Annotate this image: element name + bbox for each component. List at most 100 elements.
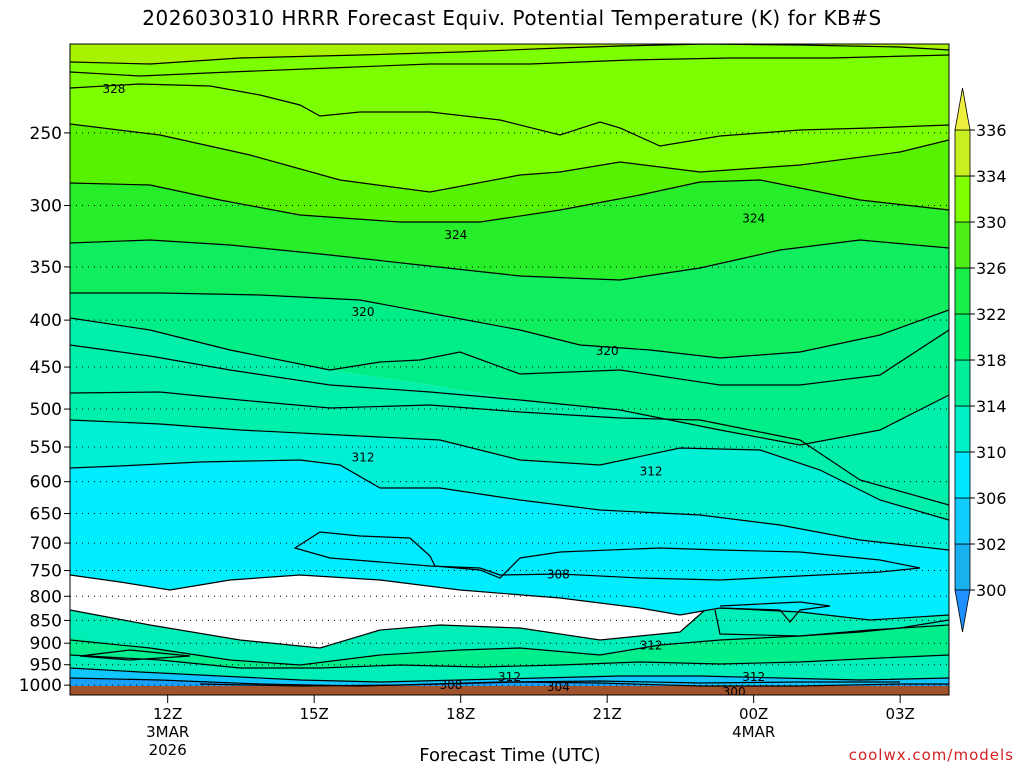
x-tick-label: 15Z bbox=[299, 705, 328, 723]
band-324 bbox=[70, 180, 949, 280]
contour-label: 312 bbox=[640, 638, 663, 652]
contour-line bbox=[70, 239, 949, 281]
band-322 bbox=[70, 240, 949, 358]
contour-label: 328 bbox=[102, 82, 125, 96]
colorbar-label: 330 bbox=[976, 213, 1007, 232]
y-tick-label: 500 bbox=[30, 400, 62, 420]
colorbar-label: 322 bbox=[976, 305, 1007, 324]
colorbar-segment bbox=[954, 405, 971, 453]
terrain-strip bbox=[70, 686, 949, 695]
contour-label: 300 bbox=[723, 685, 746, 699]
contour-line bbox=[70, 292, 949, 359]
x-tick-label: 12Z bbox=[153, 705, 182, 723]
colorbar-high-arrow bbox=[954, 87, 971, 131]
contour-label: 308 bbox=[547, 567, 570, 581]
contour-label: 312 bbox=[352, 451, 375, 465]
contour-line bbox=[79, 649, 191, 661]
colorbar-label: 314 bbox=[976, 397, 1007, 416]
contour-line bbox=[70, 83, 949, 147]
y-tick-label: 900 bbox=[30, 634, 62, 654]
contour-line bbox=[70, 123, 949, 193]
band-320 bbox=[70, 293, 949, 445]
x-tick-label: 21Z bbox=[592, 705, 621, 723]
x-tick-label: 03Z bbox=[885, 705, 914, 723]
contour-line bbox=[70, 667, 949, 683]
contour-label: 312 bbox=[498, 670, 521, 684]
y-tick-label: 300 bbox=[30, 197, 62, 217]
y-tick-label: 250 bbox=[30, 124, 62, 144]
contour-line bbox=[70, 419, 949, 521]
x-axis-title: Forecast Time (UTC) bbox=[419, 745, 601, 766]
contour-label: 312 bbox=[742, 670, 765, 684]
colorbar-segment bbox=[954, 175, 971, 223]
contour-line bbox=[70, 459, 949, 551]
contour-lines bbox=[70, 44, 949, 687]
band-332 bbox=[70, 44, 949, 64]
colorbar-segment bbox=[954, 543, 971, 591]
plot-frame bbox=[69, 43, 950, 696]
band-318-lower bbox=[70, 625, 949, 668]
band-318 bbox=[70, 318, 949, 520]
contour-line bbox=[70, 179, 949, 223]
y-tick-label: 950 bbox=[30, 656, 62, 676]
y-tick-label: 1000 bbox=[19, 676, 62, 696]
y-axis: 250 300 350 400 450 500 550 600 650 700 750 800 850 9… bbox=[19, 124, 70, 696]
y-tick-label: 600 bbox=[30, 473, 62, 493]
colorbar-label: 300 bbox=[976, 581, 1007, 600]
contour-line bbox=[70, 391, 949, 506]
site-credit[interactable]: coolwx.com/models bbox=[848, 746, 1014, 764]
colorbar-segment bbox=[954, 497, 971, 545]
colorbar-segment bbox=[954, 359, 971, 407]
colorbar-label: 318 bbox=[976, 351, 1007, 370]
colorbar-label: 334 bbox=[976, 167, 1007, 186]
contour-line bbox=[70, 54, 949, 77]
contour-line bbox=[70, 624, 949, 666]
y-tick-label: 750 bbox=[30, 562, 62, 582]
colorbar-label: 306 bbox=[976, 489, 1007, 508]
band-314 bbox=[70, 420, 949, 550]
contour-label: 324 bbox=[742, 212, 765, 226]
contour-line bbox=[70, 609, 706, 649]
contour-line bbox=[70, 344, 949, 446]
colorbar-segment bbox=[954, 221, 971, 269]
colorbar-low-arrow bbox=[954, 589, 971, 633]
contour-line bbox=[719, 601, 831, 623]
y-tick-label: 450 bbox=[30, 358, 62, 378]
colorbar-segment bbox=[954, 129, 971, 177]
contour-label: 312 bbox=[640, 465, 663, 479]
colorbar-segment bbox=[954, 451, 971, 499]
y-tick-label: 800 bbox=[30, 587, 62, 607]
x-tick-year: 2026 bbox=[149, 741, 187, 759]
band-330 bbox=[70, 44, 949, 192]
contour-label: 320 bbox=[352, 305, 375, 319]
colorbar-label: 302 bbox=[976, 535, 1007, 554]
contour-label: 308 bbox=[439, 678, 462, 692]
contour-line bbox=[70, 654, 949, 669]
contour-line bbox=[70, 44, 949, 65]
y-tick-label: 550 bbox=[30, 438, 62, 458]
plot-area: 328 324 324 320 320 312 312 308 312 312 312 308 304 3… bbox=[70, 44, 949, 699]
x-tick-date: 4MAR bbox=[732, 723, 775, 741]
chart-title: 2026030310 HRRR Forecast Equiv. Potentia… bbox=[142, 6, 882, 30]
y-tick-label: 350 bbox=[30, 258, 62, 278]
contour-labels: 328 324 324 320 320 312 312 308 312 312 312 308 304 3… bbox=[102, 82, 765, 699]
contour-line bbox=[199, 680, 900, 687]
y-tick-label: 650 bbox=[30, 505, 62, 525]
contour-line bbox=[70, 574, 949, 621]
colorbar-label: 336 bbox=[976, 121, 1007, 140]
colorbar-segment bbox=[954, 313, 971, 361]
colorbar-label: 310 bbox=[976, 443, 1007, 462]
x-tick-date: 3MAR bbox=[146, 723, 189, 741]
x-tick-label: 18Z bbox=[446, 705, 475, 723]
y-tick-label: 400 bbox=[30, 311, 62, 331]
contour-line bbox=[70, 317, 949, 386]
x-tick-label: 00Z bbox=[739, 705, 768, 723]
contour-line bbox=[293, 531, 921, 581]
band-328 bbox=[70, 124, 949, 222]
colorbar: 300 302 306 310 314 318 322 326 330 334 336 bbox=[954, 87, 1007, 633]
colorbar-segment bbox=[954, 267, 971, 315]
contour-label: 304 bbox=[547, 680, 570, 694]
